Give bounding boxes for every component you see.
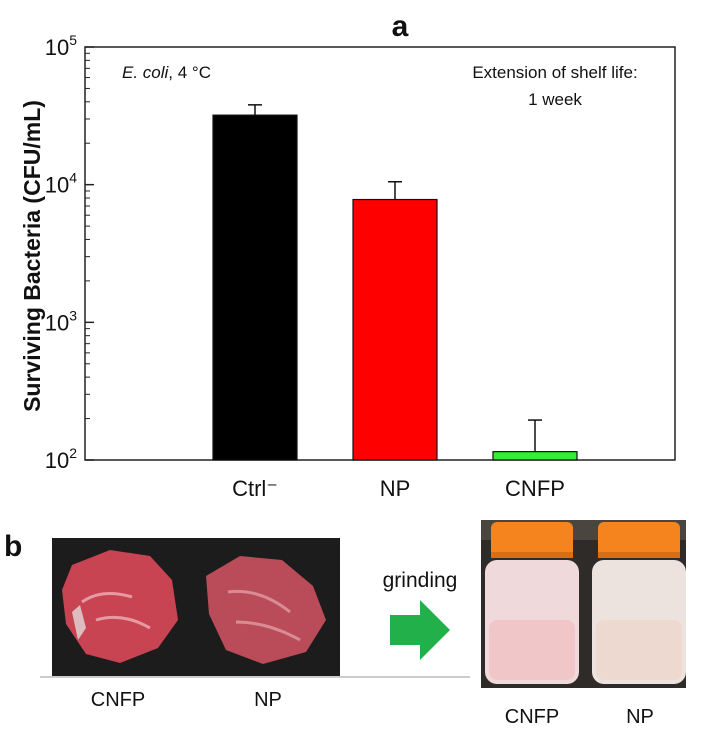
x-tick-label: NP xyxy=(380,476,411,501)
bottle-label-np: NP xyxy=(626,706,654,728)
annotation-organism: E. coli xyxy=(122,63,170,82)
annotation-condition: , 4 °C xyxy=(168,63,211,82)
bar-2 xyxy=(492,451,578,461)
panel-a-label: a xyxy=(392,10,409,43)
meat-label-cnfp: CNFP xyxy=(91,689,145,711)
bar-0 xyxy=(212,114,298,461)
y-tick-label-base: 10 xyxy=(45,448,69,473)
meat-fat-marbling-cnfp xyxy=(81,591,151,630)
bottle-cap-rim-cnfp xyxy=(491,552,573,558)
y-tick-label-exponent: 4 xyxy=(69,170,77,186)
bottles-photo xyxy=(481,520,686,688)
panel-b-label: b xyxy=(4,530,22,563)
annotation-shelf-life-line-1: Extension of shelf life: xyxy=(472,63,637,82)
meat-fat-edge-cnfp xyxy=(72,605,86,640)
bottle-label-cnfp: CNFP xyxy=(505,706,559,728)
y-tick-label-base: 10 xyxy=(45,310,69,335)
y-tick-label-exponent: 2 xyxy=(69,445,77,461)
y-tick-label: 103 xyxy=(45,307,77,335)
x-axis-tick-labels: Ctrl⁻ NP CNFP xyxy=(232,476,565,501)
bars xyxy=(212,104,578,461)
y-tick-label-exponent: 5 xyxy=(69,32,77,48)
meat-fat-marbling-np xyxy=(227,589,301,642)
bottle-cap-rim-np xyxy=(598,552,680,558)
bottle-cap-cnfp xyxy=(491,522,573,558)
annotation-organism-condition: E. coli, 4 °C xyxy=(122,63,211,82)
x-tick-label: Ctrl⁻ xyxy=(232,476,278,501)
grinding-arrow-icon xyxy=(390,600,450,660)
x-tick-label: CNFP xyxy=(505,476,565,501)
bottle-liquid-cnfp xyxy=(489,620,575,680)
y-tick-label: 105 xyxy=(45,32,77,60)
meat-piece-cnfp xyxy=(62,550,178,663)
meat-photo xyxy=(52,538,340,676)
meat-label-np: NP xyxy=(254,689,282,711)
grinding-label: grinding xyxy=(383,569,458,592)
bar-1 xyxy=(352,198,438,461)
y-tick-label: 104 xyxy=(45,170,77,198)
y-tick-label-base: 10 xyxy=(45,35,69,60)
y-tick-label: 102 xyxy=(45,445,77,473)
annotation-shelf-life-line-2: 1 week xyxy=(528,90,582,109)
y-tick-label-base: 10 xyxy=(45,173,69,198)
bottle-cap-np xyxy=(598,522,680,558)
y-tick-label-exponent: 3 xyxy=(69,307,77,323)
bottle-liquid-np xyxy=(596,620,682,680)
y-axis-label: Surviving Bacteria (CFU/mL) xyxy=(19,100,45,412)
